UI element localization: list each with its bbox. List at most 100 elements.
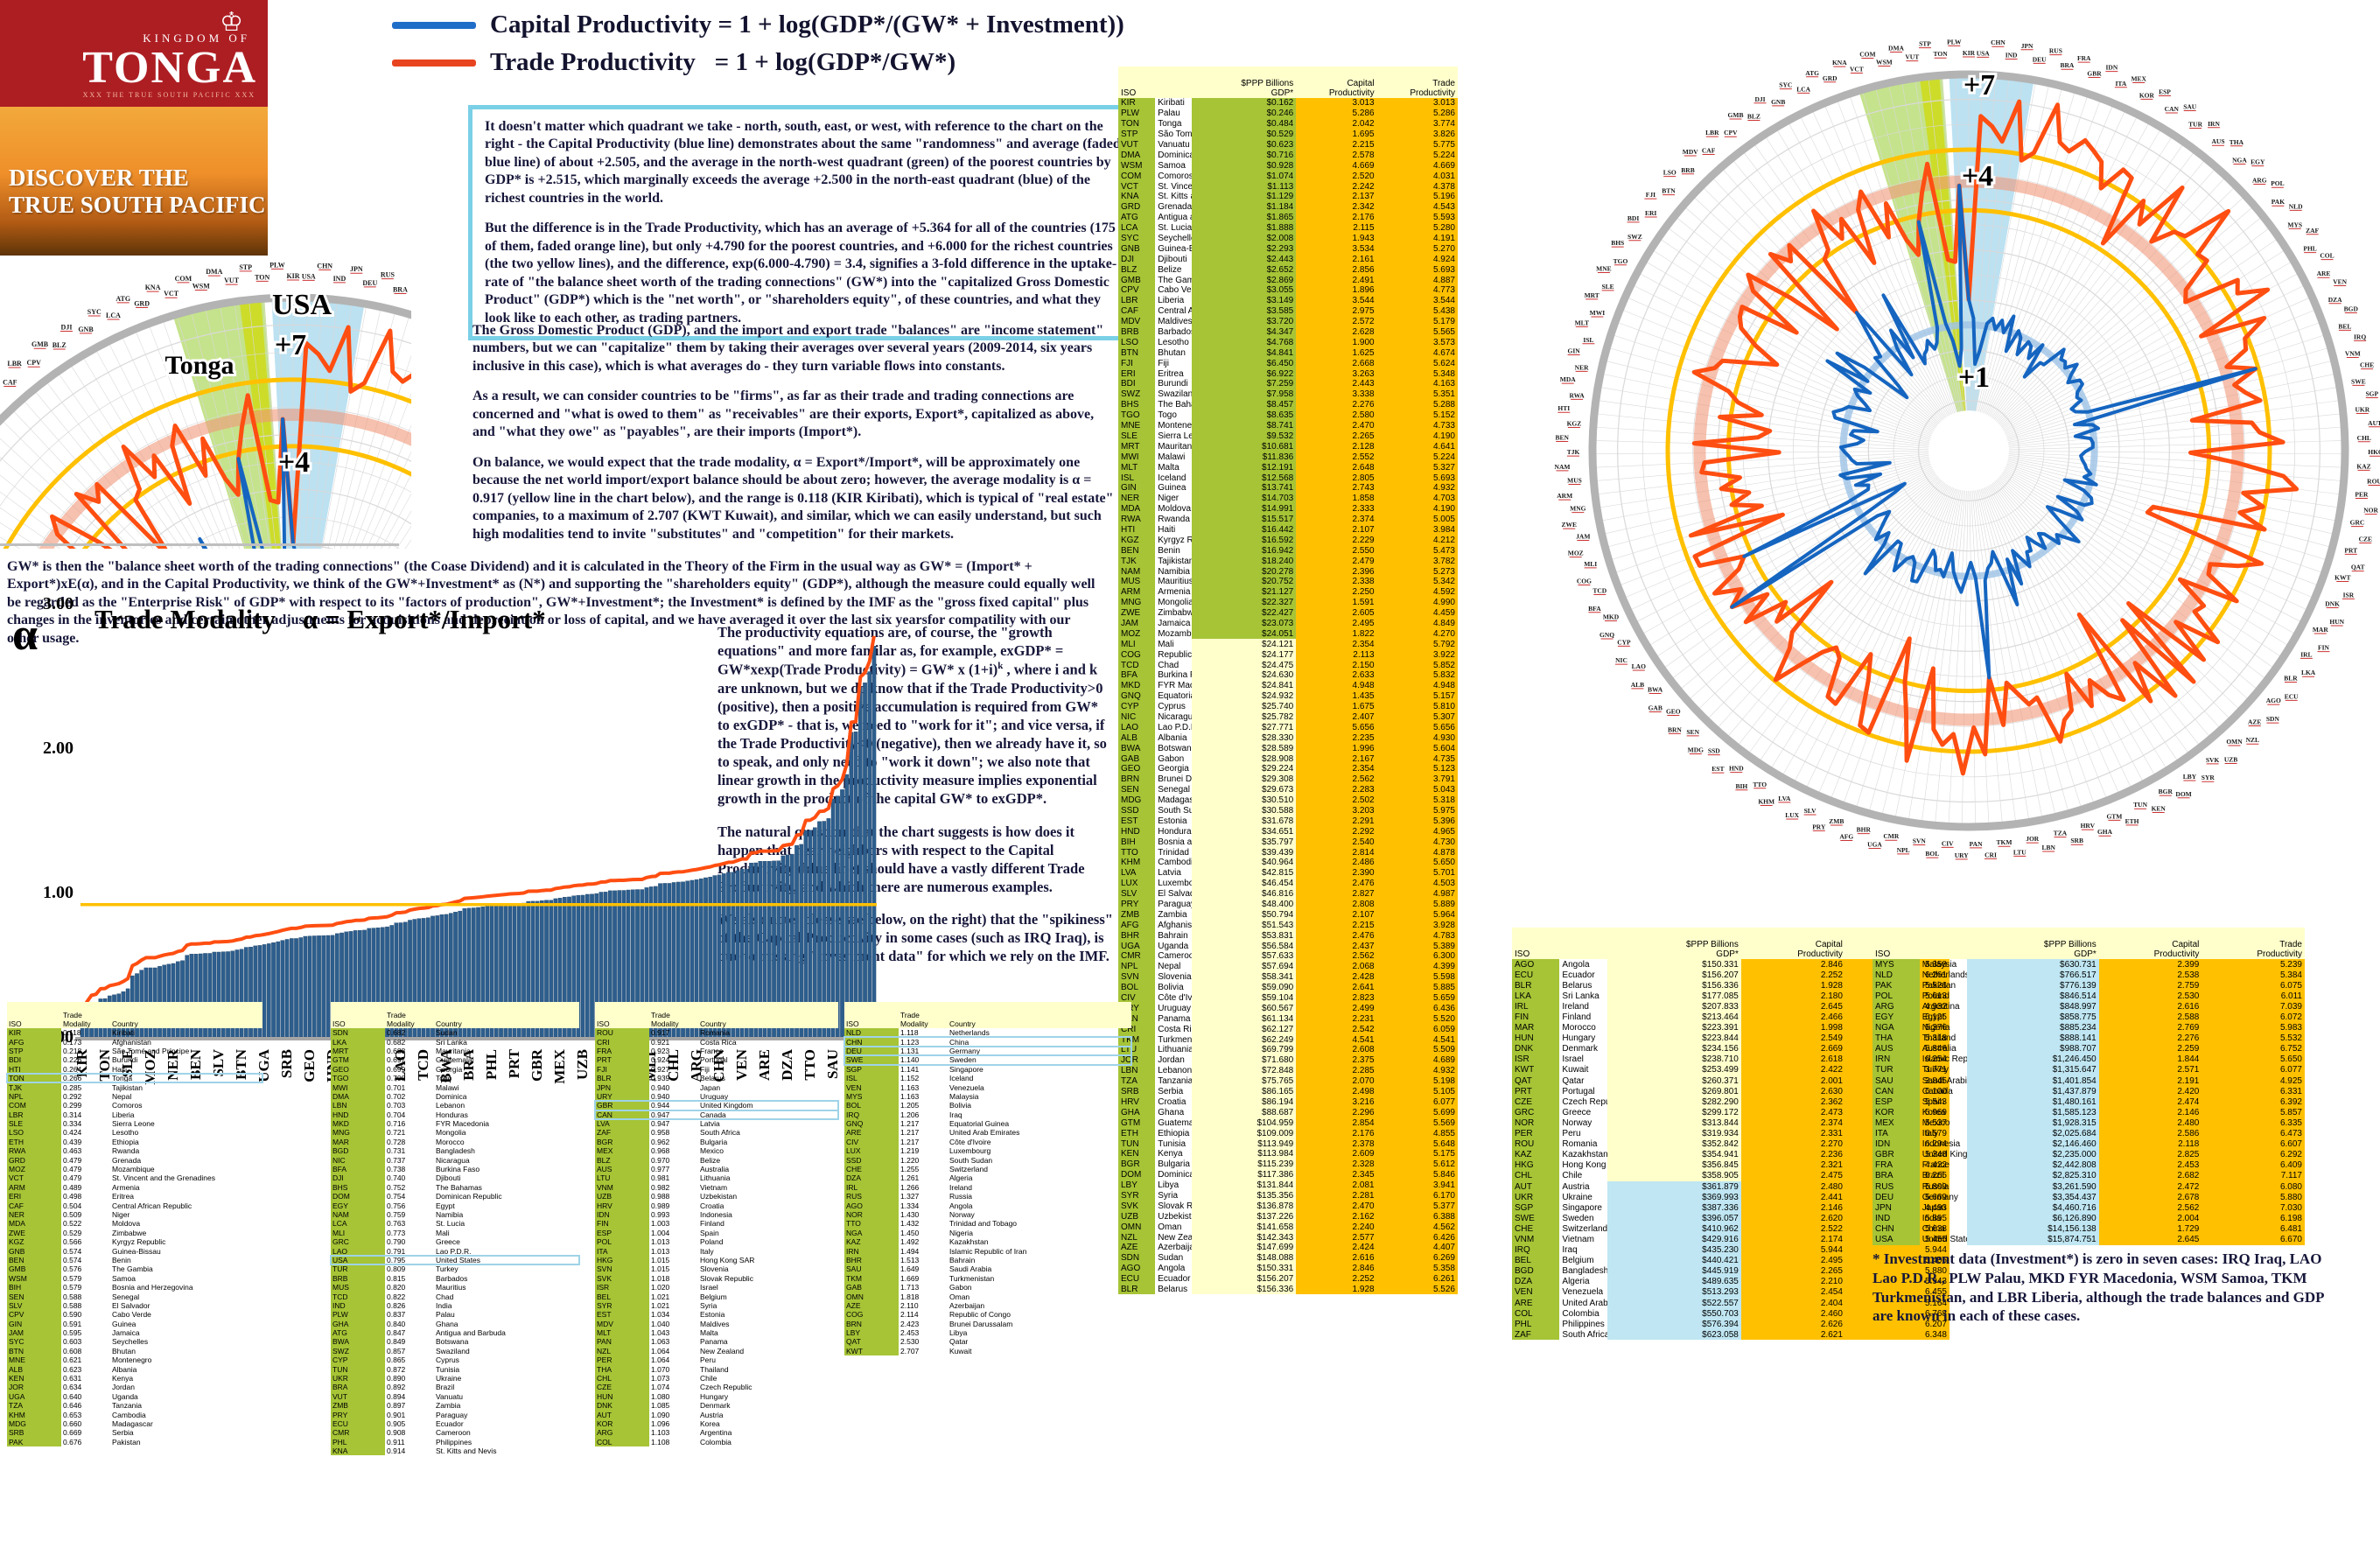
table-row: DMA Dominica $0.716 2.578 5.224 bbox=[1118, 150, 1458, 161]
gdp-paragraph: The Gross Domestic Product (GDP), and th… bbox=[472, 323, 1104, 374]
iso-code: TGO bbox=[1118, 410, 1156, 421]
gdp-value: $113.984 bbox=[1192, 1148, 1297, 1159]
iso-code: BEL bbox=[1512, 1255, 1560, 1266]
quadrant-info-box: It doesn't matter which quadrant we take… bbox=[468, 105, 1144, 341]
modality-row: KNA 0.914 St. Kitts and Nevis bbox=[331, 1446, 579, 1456]
svg-text:COM: COM bbox=[175, 275, 192, 283]
modality-value: 0.529 bbox=[63, 1228, 82, 1237]
svg-text:FRA: FRA bbox=[2077, 54, 2091, 62]
gdp-value: $3.149 bbox=[1192, 295, 1297, 306]
table-row: CMR Cameroon $57.633 2.562 6.300 bbox=[1118, 951, 1458, 962]
trade-productivity: 5.175 bbox=[1376, 1148, 1458, 1159]
table-row: BIH Bosnia and Herzegovina $35.797 2.540… bbox=[1118, 837, 1458, 848]
svg-text:BFA: BFA bbox=[1588, 605, 1601, 613]
country-name: Albania bbox=[112, 1364, 137, 1374]
modality-row: BWA 0.849 Botswana bbox=[331, 1337, 579, 1347]
gdp-value: $24.051 bbox=[1192, 628, 1297, 640]
gdp-value: $319.934 bbox=[1606, 1128, 1741, 1139]
iso-code: SVN bbox=[595, 1264, 649, 1274]
iso-code: TCD bbox=[1118, 660, 1156, 670]
country-name: Cabo Verde bbox=[1158, 285, 1192, 296]
table-row: SRB Serbia $86.165 2.498 5.105 bbox=[1118, 1086, 1458, 1097]
country-name: Sri Lanka bbox=[436, 1037, 467, 1047]
country-name: Albania bbox=[1158, 732, 1187, 743]
country-name: Germany bbox=[1922, 1192, 1958, 1202]
gdp-value: $16.942 bbox=[1192, 545, 1297, 557]
iso-code: KAZ bbox=[844, 1236, 899, 1247]
svg-text:GIN: GIN bbox=[1568, 347, 1581, 354]
modality-row: UZB 0.988 Uzbekistan bbox=[595, 1192, 838, 1201]
svg-text:DEU: DEU bbox=[2033, 55, 2047, 63]
modality-row: NOR 1.430 Norway bbox=[844, 1209, 1131, 1220]
capital-productivity: 2.215 bbox=[1296, 920, 1377, 931]
modality-value: 1.013 bbox=[651, 1237, 670, 1247]
iso-code: NER bbox=[1118, 493, 1156, 504]
modality-row: ALB 0.623 Albania bbox=[7, 1364, 262, 1374]
trade-productivity: 6.388 bbox=[1376, 1211, 1458, 1222]
table-row: ETH Ethiopia $109.009 2.176 4.855 bbox=[1118, 1128, 1458, 1139]
svg-text:TUR: TUR bbox=[2188, 121, 2202, 129]
table-row: ESP Spain $1,480.161 2.474 6.392 bbox=[1872, 1096, 2305, 1108]
iso-code: SVK bbox=[595, 1273, 649, 1283]
iso-code: HKG bbox=[1512, 1159, 1560, 1171]
country-name: Turkey bbox=[436, 1264, 458, 1274]
country-name: Finland bbox=[700, 1219, 724, 1229]
trade-productivity: 5.857 bbox=[2202, 1107, 2305, 1118]
modality-row: CYP 0.865 Cyprus bbox=[331, 1355, 579, 1365]
gdp-value: $6.922 bbox=[1192, 368, 1297, 380]
iso-code: SRB bbox=[1118, 1086, 1156, 1097]
gdp-value: $24.475 bbox=[1192, 660, 1297, 670]
gdp-value: $86.194 bbox=[1192, 1096, 1297, 1108]
modality-value: 1.217 bbox=[900, 1137, 920, 1146]
modality-row: PAN 1.063 Panama bbox=[595, 1337, 838, 1347]
svg-text:BHR: BHR bbox=[1857, 826, 1872, 834]
modality-row: JAM 0.595 Jamaica bbox=[7, 1327, 262, 1338]
iso-code: SYR bbox=[1118, 1190, 1156, 1201]
iso-code: NGA bbox=[1872, 1022, 1920, 1033]
modality-value: 1.450 bbox=[900, 1228, 920, 1237]
country-name: France bbox=[1922, 1160, 1950, 1171]
trade-productivity: 6.768 bbox=[1844, 1308, 1950, 1320]
modality-row: NPL 0.292 Nepal bbox=[7, 1091, 262, 1102]
country-name: Senegal bbox=[112, 1292, 140, 1301]
svg-text:USA: USA bbox=[1977, 49, 1991, 57]
trade-productivity: 6.348 bbox=[1844, 1329, 1950, 1341]
table-row: VUT Vanuatu $0.623 2.215 5.775 bbox=[1118, 139, 1458, 151]
capital-productivity: 2.174 bbox=[1740, 1234, 1845, 1245]
gdp-value: $387.336 bbox=[1606, 1202, 1741, 1214]
capital-productivity: 2.562 bbox=[1296, 774, 1377, 785]
country-name: Dominican Republic bbox=[1158, 1170, 1193, 1180]
modality-row: RWA 0.463 Rwanda bbox=[7, 1146, 262, 1156]
svg-text:MAR: MAR bbox=[2313, 626, 2328, 634]
country-name: Namibia bbox=[436, 1210, 464, 1219]
modality-row: VNM 0.982 Vietnam bbox=[595, 1182, 838, 1193]
country-name: Madagascar bbox=[1158, 795, 1193, 806]
trade-productivity: 5.852 bbox=[1376, 660, 1458, 670]
country-name: Indonesia bbox=[1922, 1139, 1961, 1150]
gdp-value: $1,315.647 bbox=[1966, 1064, 2099, 1076]
capital-productivity: 2.424 bbox=[1296, 1242, 1377, 1253]
capital-productivity: 2.210 bbox=[1740, 1276, 1845, 1287]
svg-text:GBR: GBR bbox=[528, 1048, 545, 1082]
modality-row: AUT 1.090 Austria bbox=[595, 1410, 838, 1419]
gdp-value: $1,928.315 bbox=[1966, 1117, 2099, 1129]
country-name: Ghana bbox=[1158, 1107, 1185, 1117]
trade-productivity: 4.190 bbox=[1376, 503, 1458, 515]
modality-value: 1.261 bbox=[900, 1173, 920, 1183]
modality-row: BEL 1.021 Belgium bbox=[595, 1292, 838, 1301]
table-row: FIN Finland $213.464 2.466 6.125 bbox=[1512, 1012, 1950, 1023]
table-row: CRI Costa Rica $62.127 2.542 6.059 bbox=[1118, 1024, 1458, 1035]
modality-row: BLZ 0.970 Belize bbox=[595, 1155, 838, 1165]
iso-code: DNK bbox=[595, 1401, 649, 1411]
modality-row: ESP 1.004 Spain bbox=[595, 1228, 838, 1237]
country-name: Barbados bbox=[1158, 327, 1193, 338]
table-row: SYR Syria $135.356 2.281 6.170 bbox=[1118, 1190, 1458, 1201]
capital-productivity: 2.176 bbox=[1296, 212, 1377, 223]
modality-value: 1.432 bbox=[900, 1219, 920, 1229]
country-name: Belarus bbox=[700, 1074, 725, 1083]
country-name: Chile bbox=[700, 1374, 718, 1383]
country-name: Syria bbox=[1158, 1190, 1179, 1201]
modality-row: FIN 1.003 Finland bbox=[595, 1219, 838, 1229]
table-row: SSD South Sudan $30.588 3.203 5.975 bbox=[1118, 805, 1458, 816]
table-row: GMB The Gambia $2.869 2.491 4.887 bbox=[1118, 275, 1458, 286]
